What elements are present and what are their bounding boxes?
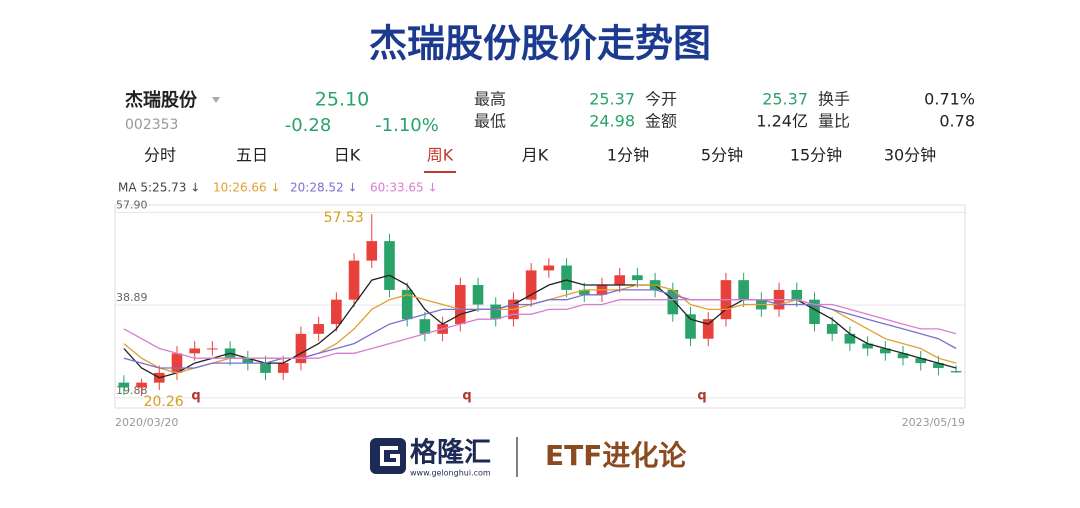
stat-value: 25.37 <box>762 90 808 109</box>
candle-body <box>242 358 254 364</box>
candle-body <box>171 353 183 373</box>
candle-body <box>455 285 466 325</box>
candle-body <box>685 314 696 339</box>
high-annotation: 57.53 <box>324 210 364 226</box>
candle-body <box>809 299 820 325</box>
stat-value: 25.37 <box>589 90 635 109</box>
y-tick-label: 38.89 <box>116 291 148 304</box>
candle-body <box>844 333 856 344</box>
candle-body <box>136 382 147 388</box>
candle-body <box>614 275 625 286</box>
candle-body <box>702 319 714 339</box>
candle-body <box>118 382 130 388</box>
stat-label: 量比 <box>818 112 850 131</box>
plot-frame <box>114 204 966 409</box>
candle-body <box>490 304 502 320</box>
partner-name: ETF进化论 <box>545 439 687 472</box>
candle-body <box>384 241 395 290</box>
active-tab-underline <box>424 171 456 173</box>
ma-line <box>123 274 957 379</box>
tab[interactable]: 周K <box>427 146 454 165</box>
stat-label: 最高 <box>474 90 506 109</box>
legend-entry: 60:33.65 ↓ <box>370 181 438 195</box>
candle-body <box>419 319 431 334</box>
event-marker[interactable]: q <box>462 389 471 404</box>
x-tick-label: 2020/03/20 <box>115 416 178 429</box>
candle-body <box>348 260 360 300</box>
ma-line <box>123 289 957 369</box>
candle-body <box>950 371 962 373</box>
legend-entry: 10:26.66 ↓ <box>213 181 281 195</box>
event-marker[interactable]: q <box>697 389 706 404</box>
candle-body <box>189 348 200 354</box>
tab[interactable]: 分时 <box>144 146 176 165</box>
x-tick-label: 2023/05/19 <box>902 416 965 429</box>
brand-url: www.gelonghui.com <box>410 469 491 478</box>
candle-body <box>632 275 643 281</box>
tab[interactable]: 5分钟 <box>701 146 743 165</box>
candle-body <box>826 324 838 334</box>
candle-body <box>331 299 342 325</box>
tab[interactable]: 30分钟 <box>884 146 936 165</box>
stock-code: 002353 <box>125 117 178 133</box>
price: 25.10 <box>315 89 369 111</box>
candle-body <box>933 363 944 368</box>
candle-body <box>260 363 271 373</box>
brand-name: 格隆汇 <box>410 438 491 469</box>
change-pct: -1.10% <box>375 115 439 136</box>
candle-body <box>366 241 378 261</box>
change: -0.28 <box>285 115 332 136</box>
legend-entry: 20:28.52 ↓ <box>290 181 358 195</box>
candle-body <box>277 363 289 373</box>
candle-body <box>525 270 537 300</box>
stat-value: 0.71% <box>924 90 975 109</box>
stat-value: 1.24亿 <box>756 112 808 131</box>
stat-label: 换手 <box>818 90 850 109</box>
candle-body <box>578 289 590 295</box>
brand-logo-mark <box>380 446 400 466</box>
y-tick-label: 57.90 <box>116 198 148 211</box>
page-title: 杰瑞股份股价走势图 <box>369 22 711 66</box>
tab[interactable]: 月K <box>522 146 549 165</box>
candle-body <box>915 358 927 364</box>
stock-name[interactable]: 杰瑞股份 <box>125 89 198 111</box>
stat-value: 24.98 <box>589 112 635 131</box>
ma-line <box>123 299 957 359</box>
dropdown-arrow[interactable] <box>212 97 220 103</box>
stat-label: 今开 <box>645 90 677 109</box>
candle-body <box>791 289 803 300</box>
legend-entry: MA 5:25.73 ↓ <box>118 181 200 195</box>
candle-body <box>738 280 749 300</box>
low-annotation: 20.26 <box>144 394 184 410</box>
stat-label: 金额 <box>645 112 677 131</box>
candle-body <box>401 289 413 320</box>
candle-body <box>667 289 679 315</box>
tab[interactable]: 五日 <box>236 146 268 165</box>
tab[interactable]: 15分钟 <box>790 146 842 165</box>
stat-value: 0.78 <box>939 112 975 131</box>
candle-body <box>207 348 218 350</box>
candle-body <box>313 324 324 334</box>
stat-label: 最低 <box>474 112 506 131</box>
candle-body <box>897 353 909 359</box>
candle-body <box>880 348 891 354</box>
candle-body <box>295 333 307 364</box>
event-marker[interactable]: q <box>191 389 200 404</box>
tab[interactable]: 1分钟 <box>607 146 649 165</box>
candle-body <box>543 265 555 271</box>
brand-logo <box>370 438 406 474</box>
candle-body <box>472 285 484 305</box>
tab[interactable]: 日K <box>334 146 361 165</box>
candle-body <box>862 343 873 349</box>
candle-body <box>561 265 572 290</box>
